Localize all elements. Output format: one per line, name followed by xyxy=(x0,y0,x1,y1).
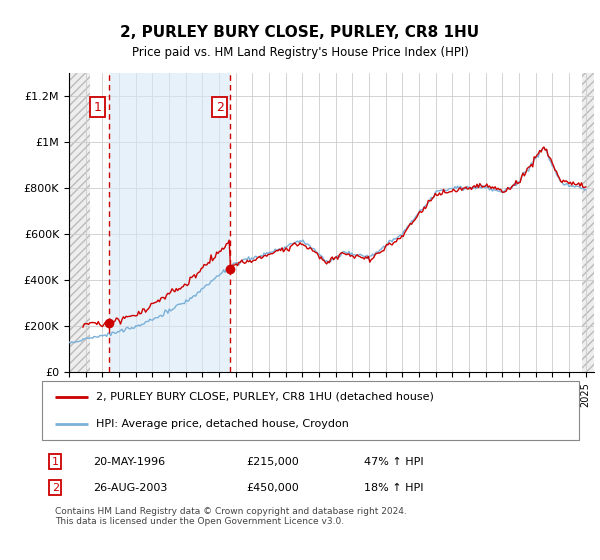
Polygon shape xyxy=(69,73,90,372)
Text: 2, PURLEY BURY CLOSE, PURLEY, CR8 1HU (detached house): 2, PURLEY BURY CLOSE, PURLEY, CR8 1HU (d… xyxy=(96,391,434,402)
Text: 20-MAY-1996: 20-MAY-1996 xyxy=(93,457,165,467)
Text: 2: 2 xyxy=(216,101,224,114)
Polygon shape xyxy=(581,73,594,372)
Text: £450,000: £450,000 xyxy=(246,483,299,493)
Text: 47% ↑ HPI: 47% ↑ HPI xyxy=(364,457,424,467)
Text: £215,000: £215,000 xyxy=(246,457,299,467)
Text: Contains HM Land Registry data © Crown copyright and database right 2024.
This d: Contains HM Land Registry data © Crown c… xyxy=(55,507,407,526)
Text: Price paid vs. HM Land Registry's House Price Index (HPI): Price paid vs. HM Land Registry's House … xyxy=(131,46,469,59)
Text: 2, PURLEY BURY CLOSE, PURLEY, CR8 1HU: 2, PURLEY BURY CLOSE, PURLEY, CR8 1HU xyxy=(121,25,479,40)
Text: 18% ↑ HPI: 18% ↑ HPI xyxy=(364,483,424,493)
FancyBboxPatch shape xyxy=(42,381,579,440)
Text: 1: 1 xyxy=(94,101,101,114)
Text: 1: 1 xyxy=(52,457,59,467)
Text: HPI: Average price, detached house, Croydon: HPI: Average price, detached house, Croy… xyxy=(96,419,349,429)
Polygon shape xyxy=(109,73,230,372)
Text: 26-AUG-2003: 26-AUG-2003 xyxy=(93,483,167,493)
Text: 2: 2 xyxy=(52,483,59,493)
